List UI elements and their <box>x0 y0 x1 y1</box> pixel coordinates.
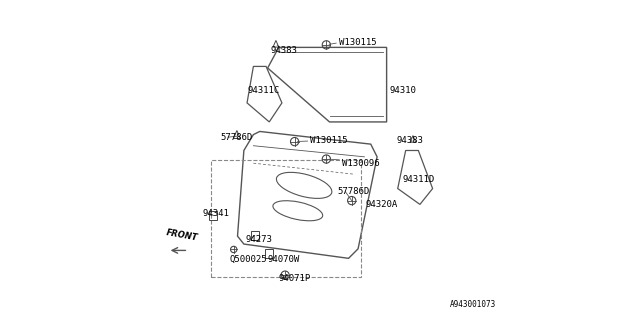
Text: 94320A: 94320A <box>366 200 398 209</box>
Text: W130115: W130115 <box>339 38 377 47</box>
Text: 94311D: 94311D <box>403 174 435 184</box>
Text: 57786D: 57786D <box>337 187 370 196</box>
Text: 94383: 94383 <box>396 136 423 146</box>
Text: 57786D: 57786D <box>220 133 252 142</box>
Text: 94310: 94310 <box>390 86 417 95</box>
Text: 94071P: 94071P <box>279 275 311 284</box>
Text: Q500025: Q500025 <box>230 255 268 264</box>
Text: 94311C: 94311C <box>247 86 279 95</box>
Text: 94383: 94383 <box>271 46 298 55</box>
Text: W130115: W130115 <box>310 136 348 146</box>
Text: FRONT: FRONT <box>165 228 198 243</box>
Text: 94070W: 94070W <box>268 255 300 264</box>
Text: W130096: W130096 <box>342 159 380 168</box>
Text: 94273: 94273 <box>246 235 273 244</box>
Text: 94341: 94341 <box>203 209 230 219</box>
Text: A943001073: A943001073 <box>450 300 496 309</box>
